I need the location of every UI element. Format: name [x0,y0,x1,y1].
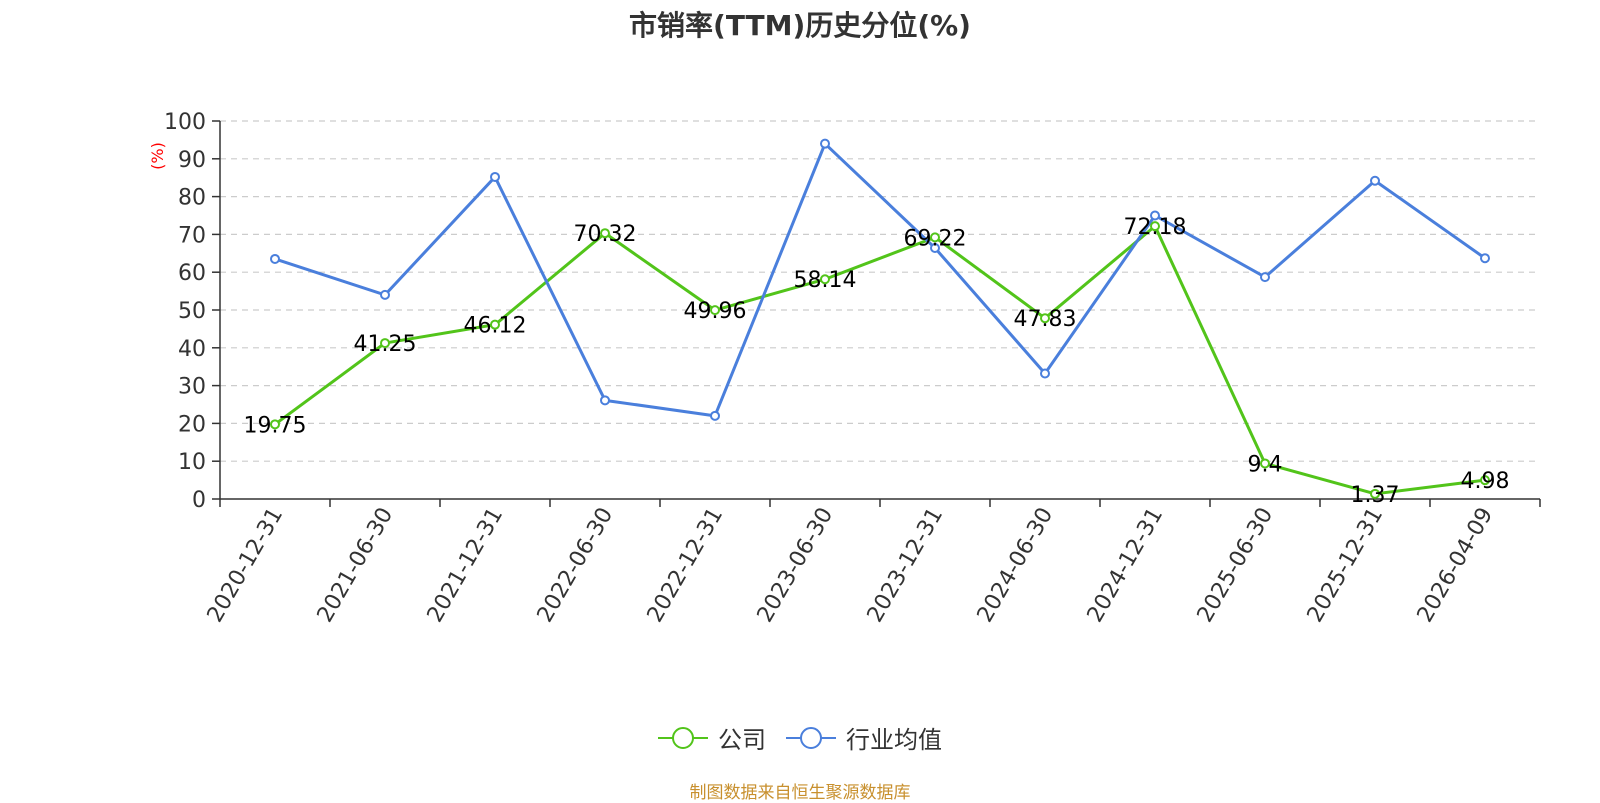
data-point-company [710,305,720,316]
y-tick-label: 50 [178,299,206,324]
y-tick-label: 90 [178,148,206,173]
data-point-industry-average [1150,210,1160,221]
x-tick-label: 2023-12-31 [863,504,949,627]
y-tick-label: 40 [178,337,206,362]
data-point-industry-average [930,243,940,254]
x-tick-label: 2026-04-09 [1413,504,1499,627]
x-tick-label: 2024-06-30 [973,504,1059,627]
x-tick-label: 2020-12-31 [203,504,289,627]
data-label: 19.75 [244,413,307,438]
y-tick-label: 70 [178,223,206,248]
data-point-company [270,419,280,430]
series-lines [274,142,1486,496]
data-point-company [1040,313,1050,324]
data-point-industry-average [1040,368,1050,379]
data-point-company [930,232,940,243]
x-tick-label: 2024-12-31 [1083,504,1169,627]
data-label: 70.32 [574,222,637,247]
chart-title: 市销率(TTM)历史分位(%) [629,9,971,42]
series-line-industry-average [274,142,1486,418]
y-tick-label: 60 [178,261,206,286]
y-tick-label: 100 [164,110,206,135]
data-point-company [1480,475,1490,486]
data-point-company [380,338,390,349]
data-point-company [490,319,500,330]
data-label: 41.25 [354,332,417,357]
x-tick-label: 2021-12-31 [423,504,509,627]
y-tick-label: 20 [178,412,206,437]
source-note: 制图数据来自恒生聚源数据库 [689,783,911,803]
legend-label-company: 公司 [718,726,766,754]
y-axis-label: (%) [148,142,167,170]
data-label: 72.18 [1124,215,1187,240]
data-label: 69.22 [904,226,967,251]
grid-lines [220,120,1540,462]
data-point-industry-average [1260,272,1270,283]
data-point-industry-average [1370,175,1380,186]
data-point-company [1150,221,1160,232]
data-points [270,138,1490,499]
axes: 0 10 20 30 40 50 60 70 80 90 100 (%) 2020-12-31 2021-… [148,110,1541,627]
legend-label-industry-average: 行业均值 [846,726,942,754]
legend-item-industry-average[interactable]: 行业均值 [786,720,942,755]
series-line-company [274,224,1486,496]
data-point-industry-average [600,395,610,406]
data-label: 1.37 [1351,483,1400,508]
data-point-company [820,274,830,285]
y-tick-label: 80 [178,186,206,211]
data-point-industry-average [820,138,830,149]
data-point-industry-average [710,410,720,421]
data-point-company [1260,458,1270,469]
data-point-industry-average [1480,253,1490,264]
x-tick-label: 2022-12-31 [643,504,729,627]
data-point-industry-average [380,289,390,300]
legend-marker-industry-icon [786,726,836,749]
data-point-company [600,228,610,239]
data-label: 46.12 [464,314,527,339]
legend-item-company[interactable]: 公司 [658,720,766,755]
x-tick-label: 2022-06-30 [533,504,619,627]
data-label: 58.14 [794,268,857,293]
data-point-industry-average [270,253,280,264]
x-tick-label: 2023-06-30 [753,504,839,627]
data-point-company [1370,488,1380,499]
x-tick-label: 2025-06-30 [1193,504,1279,627]
x-tick-label: 2025-12-31 [1303,504,1389,627]
legend: 公司 行业均值 [0,720,1600,755]
data-label: 47.83 [1014,307,1077,332]
data-labels: 19.75 41.25 46.12 70.32 49.96 58.14 69.22 47.83… [244,215,1510,508]
data-point-industry-average [490,171,500,182]
y-tick-label: 0 [192,488,206,513]
data-label: 9.4 [1248,452,1283,477]
y-tick-label: 30 [178,375,206,400]
legend-marker-company-icon [658,726,708,749]
data-label: 4.98 [1461,469,1510,494]
y-tick-label: 10 [178,450,206,475]
data-label: 49.96 [684,299,747,324]
x-tick-label: 2021-06-30 [313,504,399,627]
